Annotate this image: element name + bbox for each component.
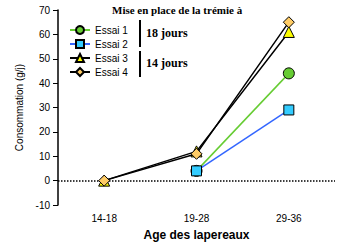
- svg-text:14 jours: 14 jours: [146, 56, 188, 70]
- svg-text:50: 50: [39, 53, 51, 64]
- svg-text:0: 0: [44, 175, 50, 186]
- svg-text:Mise en place de la trémie à: Mise en place de la trémie à: [112, 4, 243, 16]
- svg-text:Essai 4: Essai 4: [95, 67, 128, 78]
- svg-text:29-36: 29-36: [276, 213, 302, 224]
- svg-text:19-28: 19-28: [184, 213, 210, 224]
- svg-text:-10: -10: [36, 200, 51, 211]
- svg-text:Essai 2: Essai 2: [95, 39, 128, 50]
- svg-text:14-18: 14-18: [91, 213, 117, 224]
- svg-text:18 jours: 18 jours: [146, 26, 188, 40]
- svg-text:70: 70: [39, 5, 51, 16]
- svg-text:Essai 3: Essai 3: [95, 53, 128, 64]
- svg-text:40: 40: [39, 78, 51, 89]
- svg-text:10: 10: [39, 151, 51, 162]
- svg-text:Essai 1: Essai 1: [95, 25, 128, 36]
- svg-text:60: 60: [39, 29, 51, 40]
- svg-text:Consommation (g/j): Consommation (g/j): [14, 64, 25, 151]
- svg-text:20: 20: [39, 126, 51, 137]
- svg-text:Age des lapereaux: Age des lapereaux: [143, 228, 249, 242]
- svg-text:30: 30: [39, 102, 51, 113]
